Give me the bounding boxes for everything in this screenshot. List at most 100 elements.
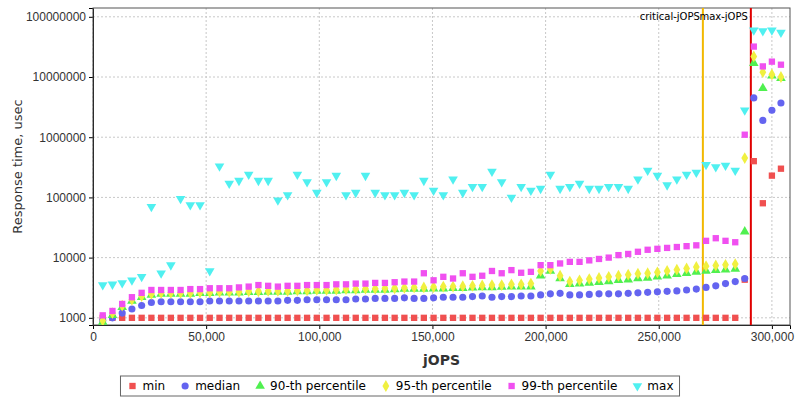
point: [721, 163, 731, 171]
point: [749, 27, 759, 35]
point: [372, 315, 378, 321]
point: [518, 292, 525, 299]
point: [605, 290, 612, 297]
point: [351, 190, 361, 198]
point: [420, 282, 427, 294]
point: [625, 290, 632, 297]
legend-swatch: [255, 380, 265, 388]
annotation-label: critical-jOPS: [640, 11, 700, 22]
point: [148, 287, 154, 293]
point: [635, 268, 642, 280]
x-tick-label: 50,000: [188, 330, 225, 344]
point: [566, 291, 573, 298]
point: [430, 315, 436, 321]
point: [604, 184, 614, 192]
chart: 050,000100,000150,000200,000250,000300,0…: [0, 0, 800, 400]
point: [450, 315, 456, 321]
y-tick-label: 10000: [53, 251, 87, 265]
legend-swatch: [129, 383, 135, 389]
point: [370, 190, 380, 198]
point: [693, 315, 699, 321]
x-axis-line: [94, 326, 791, 330]
point: [508, 267, 514, 273]
point: [673, 287, 680, 294]
point: [128, 305, 135, 312]
point: [615, 315, 621, 321]
point: [760, 200, 766, 206]
point: [382, 280, 388, 286]
point: [167, 287, 174, 299]
point: [498, 293, 505, 300]
point: [342, 296, 349, 303]
x-tick: 0: [90, 325, 97, 344]
point: [596, 272, 603, 284]
point: [614, 184, 624, 192]
x-axis: 050,000100,000150,000200,000250,000300,0…: [90, 325, 794, 344]
point: [207, 315, 213, 321]
point: [138, 290, 145, 302]
point: [158, 315, 164, 321]
point: [557, 290, 564, 297]
point: [526, 188, 536, 196]
x-tick-mark: [319, 325, 320, 329]
point: [459, 294, 466, 301]
legend-item: 90-th percentile: [255, 379, 366, 393]
point: [767, 27, 777, 35]
point: [458, 190, 468, 198]
point: [479, 273, 485, 279]
point: [430, 277, 436, 283]
point: [768, 107, 775, 114]
point: [722, 259, 729, 271]
legend-item: 99-th percentile: [508, 379, 617, 393]
point: [234, 178, 244, 186]
point: [693, 242, 699, 248]
legend-swatch: [508, 383, 514, 389]
point: [294, 315, 300, 321]
legend-swatch: [633, 383, 643, 391]
point: [654, 288, 661, 295]
point: [148, 315, 154, 321]
grid-line-x: [545, 8, 546, 325]
point: [606, 315, 612, 321]
point: [623, 186, 633, 194]
point: [469, 293, 476, 300]
point: [633, 177, 643, 185]
point: [722, 280, 729, 287]
point: [294, 297, 301, 304]
point: [314, 315, 320, 321]
x-tick: 50,000: [188, 325, 225, 344]
point: [713, 315, 719, 321]
legend-label: 99-th percentile: [522, 379, 618, 393]
data-area: [98, 8, 786, 325]
legend-label: min: [142, 379, 165, 393]
x-tick: 250,000: [638, 325, 682, 344]
point: [701, 162, 711, 170]
point: [224, 181, 234, 189]
x-tick-mark: [432, 325, 433, 329]
point: [547, 315, 553, 321]
point: [302, 179, 312, 187]
point: [536, 186, 546, 194]
point: [284, 283, 290, 289]
legend-item: 95-th percentile: [382, 379, 491, 393]
x-tick-label: 100,000: [298, 330, 342, 344]
point: [304, 296, 311, 303]
point: [683, 263, 690, 275]
point: [664, 315, 670, 321]
point: [265, 297, 272, 304]
point: [751, 158, 757, 164]
y-tick: 1000000: [39, 131, 93, 145]
grid-line-y: [93, 257, 790, 258]
point: [518, 315, 524, 321]
x-tick-mark: [206, 325, 207, 329]
point: [177, 287, 183, 293]
point: [148, 299, 155, 306]
y-tick-mark: [89, 197, 93, 198]
point: [244, 172, 254, 180]
legend: minmedian90-th percentile95-th percentil…: [120, 376, 679, 396]
legend-label: max: [647, 379, 673, 393]
point: [758, 28, 768, 36]
point: [722, 238, 728, 244]
point: [226, 297, 233, 304]
point: [469, 280, 476, 292]
